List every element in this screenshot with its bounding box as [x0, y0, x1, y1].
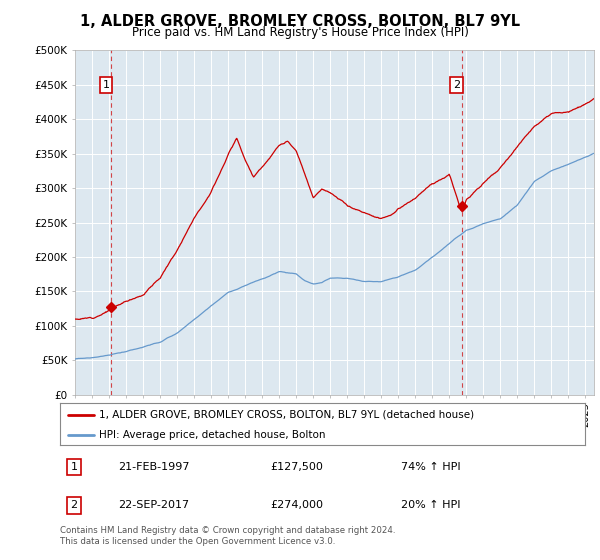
Text: £127,500: £127,500	[270, 462, 323, 472]
Text: 20% ↑ HPI: 20% ↑ HPI	[401, 501, 461, 510]
Text: 1: 1	[103, 80, 110, 90]
Text: £274,000: £274,000	[270, 501, 323, 510]
Text: 2: 2	[453, 80, 460, 90]
Text: Contains HM Land Registry data © Crown copyright and database right 2024.
This d: Contains HM Land Registry data © Crown c…	[60, 526, 395, 546]
Text: 1, ALDER GROVE, BROMLEY CROSS, BOLTON, BL7 9YL (detached house): 1, ALDER GROVE, BROMLEY CROSS, BOLTON, B…	[100, 410, 475, 420]
Text: 74% ↑ HPI: 74% ↑ HPI	[401, 462, 461, 472]
Text: 22-SEP-2017: 22-SEP-2017	[118, 501, 189, 510]
Text: HPI: Average price, detached house, Bolton: HPI: Average price, detached house, Bolt…	[100, 430, 326, 440]
Text: 21-FEB-1997: 21-FEB-1997	[118, 462, 189, 472]
Text: 1, ALDER GROVE, BROMLEY CROSS, BOLTON, BL7 9YL: 1, ALDER GROVE, BROMLEY CROSS, BOLTON, B…	[80, 14, 520, 29]
Text: 1: 1	[71, 462, 77, 472]
Text: Price paid vs. HM Land Registry's House Price Index (HPI): Price paid vs. HM Land Registry's House …	[131, 26, 469, 39]
Text: 2: 2	[71, 501, 77, 510]
